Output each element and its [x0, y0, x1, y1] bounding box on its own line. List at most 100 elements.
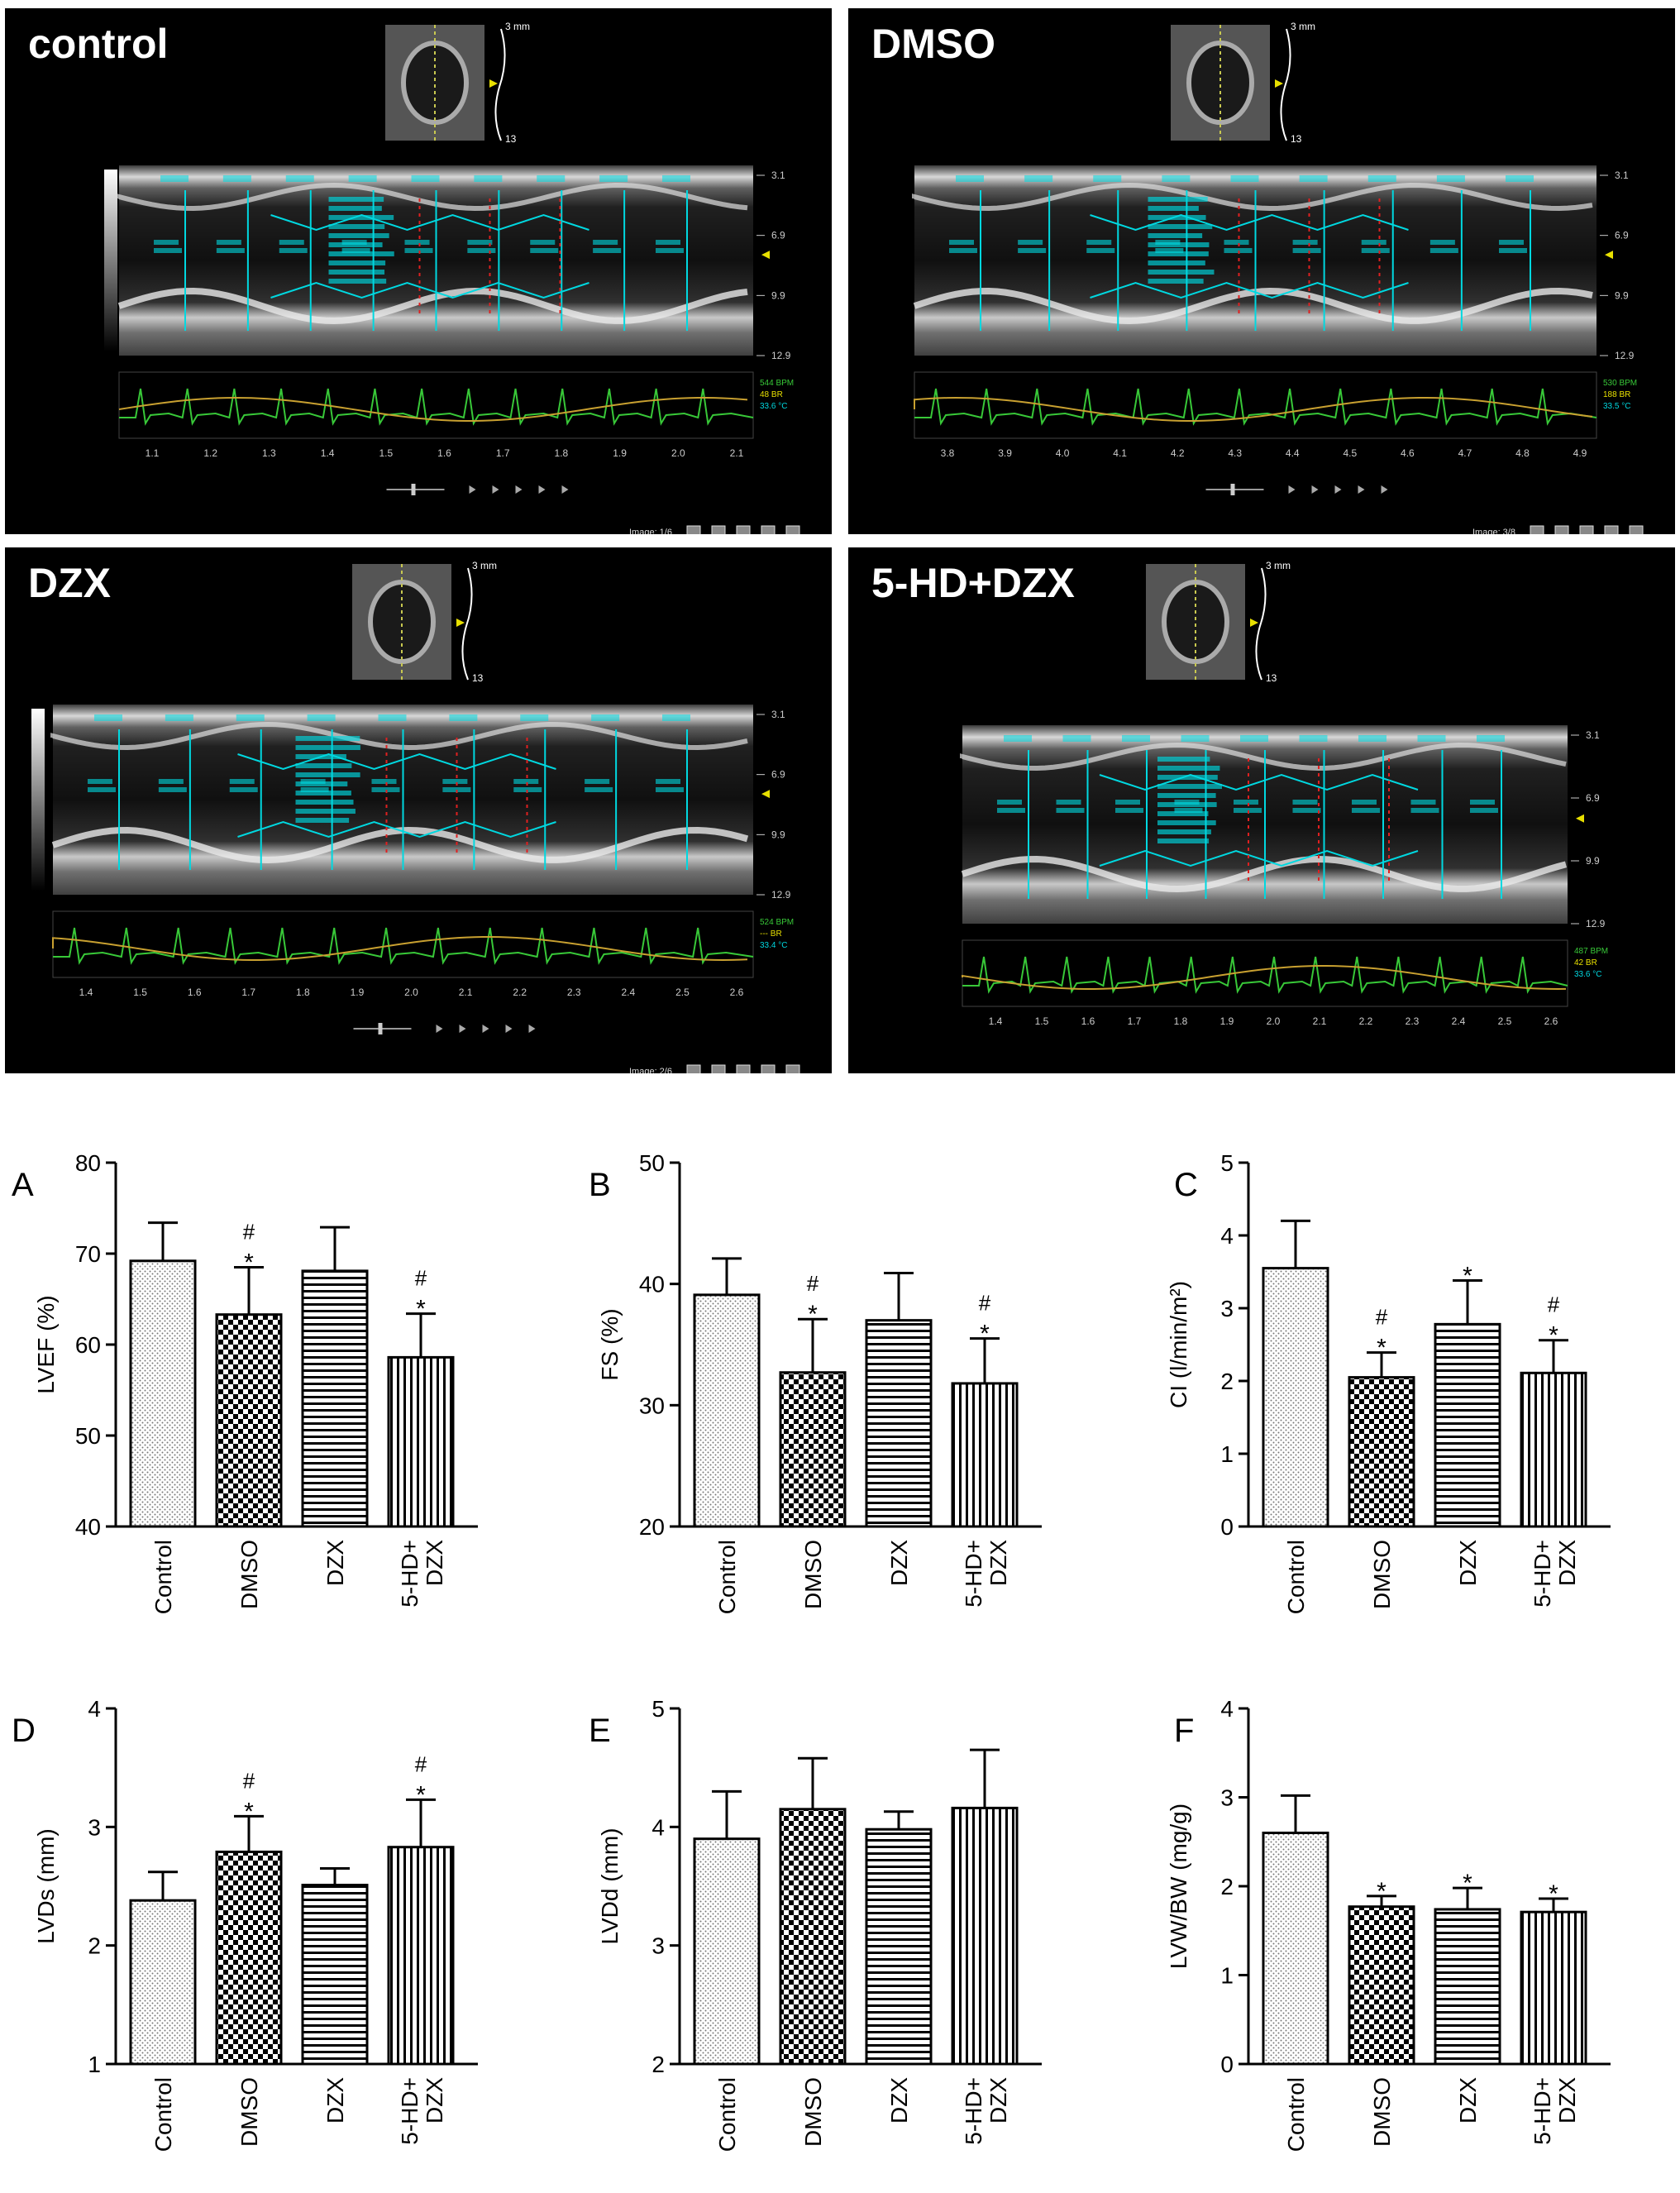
- significance-mark: *: [1463, 1263, 1472, 1290]
- y-tick-label: 3: [88, 1814, 101, 1840]
- echo-measure-tag: [1234, 800, 1258, 805]
- y-tick-label: 40: [75, 1514, 101, 1540]
- echo-measure-tag: [1429, 240, 1455, 245]
- echo-playback-icon: [482, 1025, 489, 1033]
- echo-info-line: [295, 781, 348, 786]
- echo-time-label: 1.9: [351, 987, 365, 998]
- echo-scale-bottom: 13: [505, 133, 517, 145]
- x-tick-label: DZX: [886, 2077, 912, 2124]
- echo-vital: 42 BR: [1574, 958, 1597, 967]
- echo-toolbar-icon: [785, 1064, 800, 1073]
- echo-measure-tag: [1174, 808, 1203, 813]
- echo-playback-icon: [492, 485, 499, 494]
- echo-measure-tag: [442, 779, 468, 784]
- echo-measure-tag: [591, 714, 620, 721]
- echo-info-line: [1148, 197, 1208, 202]
- echo-info-line: [295, 754, 346, 759]
- x-tick-label: DZX: [886, 1540, 912, 1586]
- echo-measure-tag: [949, 248, 977, 253]
- x-tick-label: Control: [1283, 1540, 1309, 1614]
- echo-measure-tag: [662, 175, 690, 182]
- x-tick-label: Control: [714, 2077, 740, 2152]
- x-tick-label: 5-HD+: [1530, 1540, 1555, 1608]
- echo-septum-trace: [50, 722, 748, 750]
- echo-panel-5hd-dzx: 3 mm 13 3.1 6.9 9.9 12.9 487 BPM 42 BR 33.6 °C 1.…: [848, 547, 1675, 1073]
- echo-measure-tag: [1018, 240, 1043, 245]
- echo-measure-tag: [285, 175, 314, 182]
- echo-time-label: 1.5: [1035, 1015, 1049, 1027]
- echo-time-label: 4.4: [1286, 447, 1300, 459]
- echo-measure-tag: [585, 779, 610, 784]
- significance-mark: *: [244, 1798, 254, 1825]
- significance-mark: *: [1463, 1870, 1472, 1897]
- x-tick-label: 5-HD+: [1530, 2077, 1555, 2145]
- bar-1: [1348, 1376, 1415, 1528]
- echo-playback-icon: [1288, 485, 1296, 494]
- echo-toolbar-icon: [761, 525, 776, 534]
- echo-depth-label: 6.9: [1586, 792, 1600, 804]
- echo-measure-tag: [1499, 248, 1527, 253]
- echo-measure-tag: [1429, 248, 1458, 253]
- echo-measure-tag: [530, 248, 559, 253]
- echo-toolbar-icon: [736, 525, 751, 534]
- echo-info-line: [1157, 766, 1220, 771]
- significance-mark: *: [1377, 1335, 1386, 1362]
- echo-measure-tag: [216, 248, 245, 253]
- echo-vital: 524 BPM: [760, 918, 794, 927]
- echo-info-line: [295, 772, 360, 777]
- echo-info-line: [295, 809, 356, 814]
- panel-letter: D: [12, 1713, 36, 1749]
- echo-measure-tag: [154, 240, 179, 245]
- x-tick-label: DZX: [322, 2077, 348, 2124]
- echo-info-line: [328, 215, 394, 220]
- echo-scale-bottom: 13: [1266, 672, 1277, 684]
- echo-info-line: [1148, 215, 1206, 220]
- echo-info-line: [328, 251, 394, 256]
- echo-panel-dzx: 3 mm 13 3.1 6.9 9.9 12.9 524 BPM --- BR 33.4 °C 1…: [5, 547, 832, 1073]
- echo-measure-tag: [530, 240, 556, 245]
- echo-measure-tag: [997, 808, 1025, 813]
- bar-1: [779, 1371, 847, 1528]
- echo-measure-tag: [1299, 735, 1328, 742]
- x-tick-label: DZX: [322, 1540, 348, 1586]
- echo-depth-label: 3.1: [771, 170, 785, 181]
- echo-time-label: 1.4: [989, 1015, 1003, 1027]
- x-tick-label: DMSO: [800, 1540, 826, 1609]
- echo-info-line: [328, 206, 382, 211]
- echo-measure-tag: [279, 248, 308, 253]
- echo-measure-tag: [1506, 175, 1534, 182]
- echo-measure-tag: [1292, 800, 1318, 805]
- echo-measure-tag: [997, 800, 1022, 805]
- echo-measure-tag: [656, 779, 680, 784]
- echo-measure-tag: [1361, 240, 1386, 245]
- echo-measure-tag: [1436, 175, 1465, 182]
- echo-playback-icon: [1381, 485, 1388, 494]
- echo-info-line: [295, 818, 350, 823]
- x-tick-label: Control: [150, 2077, 176, 2152]
- echo-info-line: [295, 763, 352, 768]
- echo-depth-scale: [461, 567, 473, 681]
- echo-playback-handle: [378, 1023, 383, 1034]
- echo-measure-tag: [1024, 175, 1053, 182]
- echo-measure-tag: [411, 175, 440, 182]
- echo-vital: 188 BR: [1603, 390, 1630, 399]
- x-tick-label: DMSO: [236, 2077, 262, 2147]
- echo-info-line: [328, 224, 385, 229]
- echo-depth-scale: [494, 28, 506, 141]
- bar-2: [1434, 1322, 1501, 1528]
- chart-panel-C: C 0 1 2 3 4 5 CI (l/min/m²) Control # * DMSO * DZX # * 5…: [1166, 1150, 1611, 1614]
- y-tick-label: 2: [1220, 1874, 1234, 1899]
- echo-measure-tag: [1093, 175, 1122, 182]
- echo-toolbar-icon: [736, 1064, 751, 1073]
- panel-letter: C: [1174, 1167, 1198, 1203]
- echo-scale-top: 3 mm: [505, 21, 530, 32]
- echo-measure-tag: [236, 714, 265, 721]
- echo-measure-tag: [279, 240, 304, 245]
- echo-measure-tag: [593, 248, 622, 253]
- significance-mark: #: [979, 1291, 991, 1316]
- echo-scale-bottom: 13: [1291, 133, 1302, 145]
- echo-measure-tag: [1115, 808, 1143, 813]
- echo-septum-trace: [117, 183, 748, 211]
- bar-0: [129, 1899, 197, 2066]
- echo-depth-label: 12.9: [771, 889, 791, 901]
